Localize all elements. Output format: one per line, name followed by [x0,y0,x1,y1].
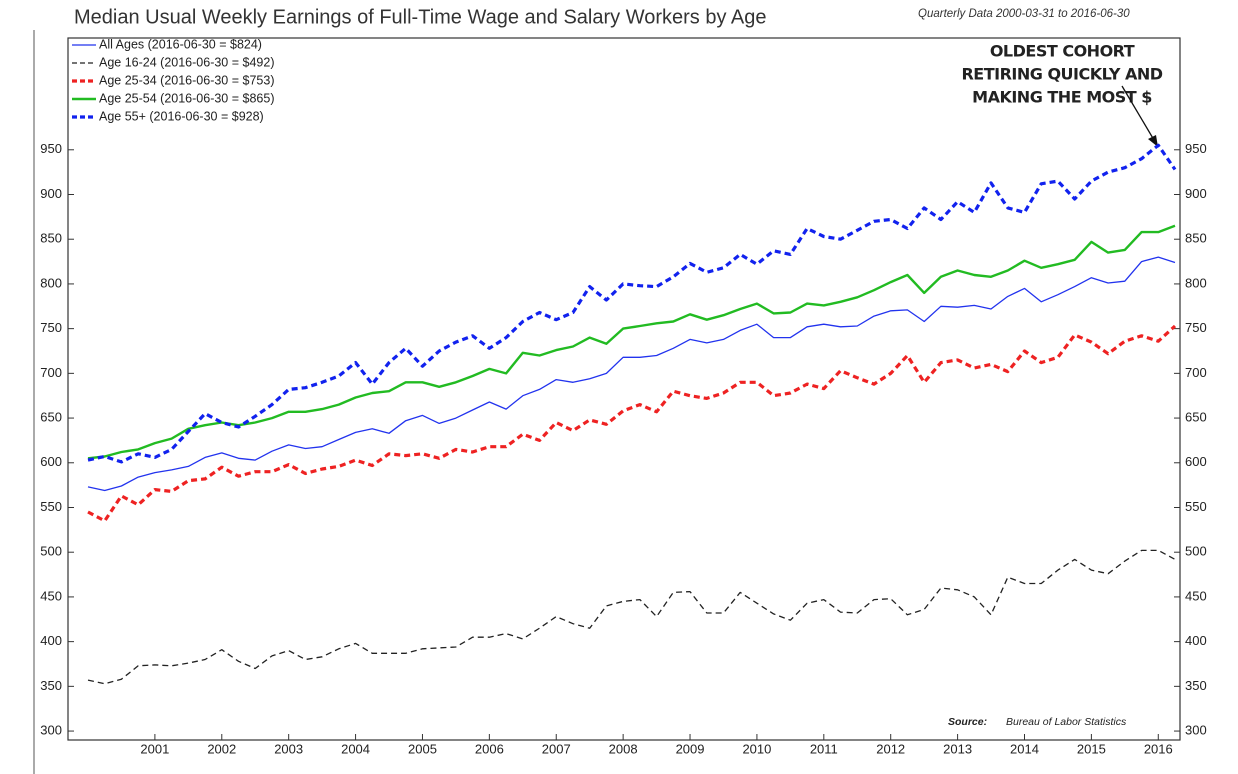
source: Bureau of Labor Statistics [1006,716,1127,728]
y-tick-label: 900 [40,186,62,201]
x-tick-label: 2003 [274,741,303,756]
y2-tick-label: 750 [1185,320,1207,335]
y-tick-label: 300 [40,722,62,737]
x-tick-label: 2009 [676,741,705,756]
legend-label: Age 25-34 (2016-06-30 = $753) [99,73,274,87]
x-tick-label: 2004 [341,741,370,756]
y-tick-label: 600 [40,454,62,469]
y2-tick-label: 800 [1185,275,1207,290]
y2-tick-label: 300 [1185,722,1207,737]
y2-tick-label: 350 [1185,678,1207,693]
y2-tick-label: 850 [1185,231,1207,246]
plot-frame [67,37,1181,741]
series-line [87,324,1177,523]
y2-tick-label: 700 [1185,365,1207,380]
y2-tick-label: 900 [1185,186,1207,201]
annotation: MAKING THE MOST $ [972,88,1152,107]
chart-title: Median Usual Weekly Earnings of Full-Tim… [74,6,767,28]
y2-tick-label: 950 [1185,141,1207,156]
y2-tick-label: 400 [1185,633,1207,648]
series-line [87,256,1176,492]
x-tick-label: 2002 [207,741,236,756]
x-tick-label: 2001 [140,741,169,756]
y-tick-label: 800 [40,275,62,290]
x-tick-label: 2016 [1144,741,1173,756]
chart-subtitle: Quarterly Data 2000-03-31 to 2016-06-30 [918,8,1130,20]
x-tick-label: 2013 [943,741,972,756]
y-tick-label: 750 [40,320,62,335]
y-tick-label: 700 [40,365,62,380]
y-tick-label: 350 [40,678,62,693]
y-tick-label: 550 [40,499,62,514]
x-tick-label: 2008 [609,741,638,756]
y-tick-label: 650 [40,410,62,425]
annotation-arrowhead [1148,135,1158,147]
y2-tick-label: 550 [1185,499,1207,514]
annotation: OLDEST COHORT [990,42,1135,61]
x-tick-label: 2010 [742,741,771,756]
series-line [87,143,1177,464]
x-tick-label: 2011 [810,741,838,756]
y-tick-label: 850 [40,231,62,246]
y2-tick-label: 600 [1185,454,1207,469]
legend-label: Age 25-54 (2016-06-30 = $865) [99,91,274,105]
y2-tick-label: 450 [1185,588,1207,603]
x-tick-label: 2014 [1010,741,1039,756]
annotation: RETIRING QUICKLY AND [961,65,1162,84]
y2-tick-label: 500 [1185,544,1207,559]
y-tick-label: 400 [40,633,62,648]
series-line [87,224,1176,460]
legend-label: All Ages (2016-06-30 = $824) [99,37,262,51]
x-tick-label: 2012 [876,741,905,756]
series-line [87,549,1176,685]
y-tick-label: 500 [40,544,62,559]
legend-label: Age 16-24 (2016-06-30 = $492) [99,55,274,69]
x-tick-label: 2007 [542,741,571,756]
y-tick-label: 450 [40,588,62,603]
x-tick-label: 2005 [408,741,437,756]
x-tick-label: 2015 [1077,741,1106,756]
y-tick-label: 950 [40,141,62,156]
source-label: Source: [948,716,987,728]
legend-label: Age 55+ (2016-06-30 = $928) [99,109,264,123]
x-tick-label: 2006 [475,741,504,756]
annotation-arrow [1121,85,1155,141]
y2-tick-label: 650 [1185,410,1207,425]
